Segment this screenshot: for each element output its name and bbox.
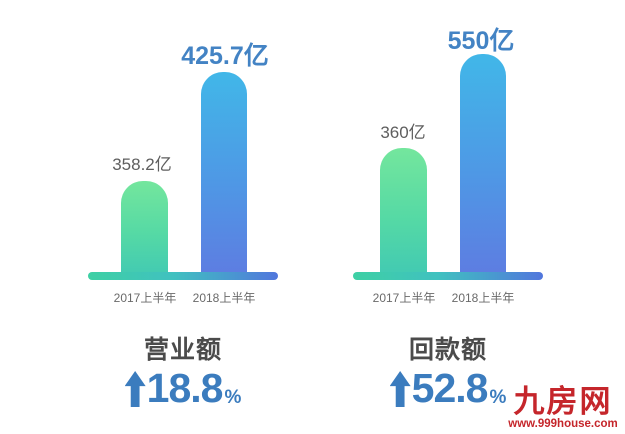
bar-value-label-2018: 425.7亿 <box>181 42 269 70</box>
chart-title: 回款额 <box>408 336 487 364</box>
bar-value-label-2017: 360亿 <box>380 123 426 142</box>
logo-website: www.999house.com <box>508 418 618 430</box>
growth-indicator: 52.8 % <box>353 366 543 410</box>
bar-2017 <box>380 148 427 278</box>
chart-title: 营业额 <box>143 336 222 364</box>
bar-value-label-2017: 358.2亿 <box>112 155 172 174</box>
x-tick-2018: 2018上半年 <box>192 291 256 305</box>
percent-sign: % <box>224 387 242 408</box>
bar-2017 <box>121 181 168 278</box>
x-tick-2017: 2017上半年 <box>113 291 177 305</box>
bar-2018 <box>201 72 247 278</box>
axis-baseline <box>88 272 278 280</box>
percent-sign: % <box>489 387 507 408</box>
x-tick-2018: 2018上半年 <box>451 291 515 305</box>
bar-value-label-2018: 550亿 <box>447 27 515 55</box>
chart-revenue: 358.2亿 425.7亿 2017上半年 2018上半年 营业额 18.8 % <box>88 0 278 434</box>
chart-collections: 360亿 550亿 2017上半年 2018上半年 回款额 52.8 % <box>353 0 543 434</box>
growth-indicator: 18.8 % <box>88 366 278 410</box>
up-arrow-icon <box>124 371 146 407</box>
growth-value: 52.8 <box>411 365 489 411</box>
logo-text: 九房网 <box>513 384 613 419</box>
watermark-logo: 九房网 www.999house.com <box>504 386 622 430</box>
up-arrow-icon <box>389 371 411 407</box>
x-tick-2017: 2017上半年 <box>372 291 436 305</box>
axis-baseline <box>353 272 543 280</box>
growth-value: 18.8 <box>146 365 224 411</box>
bar-2018 <box>460 54 506 278</box>
